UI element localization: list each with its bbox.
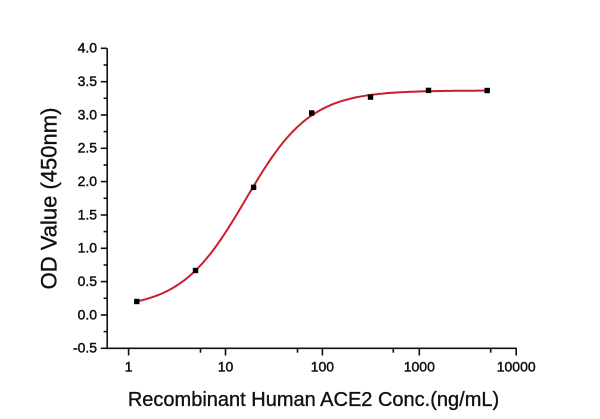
svg-text:0.5: 0.5 (78, 273, 98, 289)
svg-text:Recombinant Human ACE2 Conc.(n: Recombinant Human ACE2 Conc.(ng/mL) (128, 389, 499, 411)
svg-text:10000: 10000 (497, 358, 536, 374)
svg-text:100: 100 (311, 358, 335, 374)
svg-text:4.0: 4.0 (78, 40, 98, 56)
svg-text:3.0: 3.0 (78, 106, 98, 122)
svg-text:2.5: 2.5 (78, 140, 98, 156)
svg-text:1.0: 1.0 (78, 240, 98, 256)
svg-text:2.0: 2.0 (78, 173, 98, 189)
svg-text:3.5: 3.5 (78, 73, 98, 89)
svg-text:1000: 1000 (404, 358, 435, 374)
svg-text:1.5: 1.5 (78, 206, 98, 222)
svg-text:10: 10 (218, 358, 234, 374)
svg-text:1: 1 (125, 358, 133, 374)
svg-text:-0.5: -0.5 (73, 340, 97, 356)
svg-text:0.0: 0.0 (78, 306, 98, 322)
svg-text:OD Value (450nm): OD Value (450nm) (37, 108, 62, 290)
